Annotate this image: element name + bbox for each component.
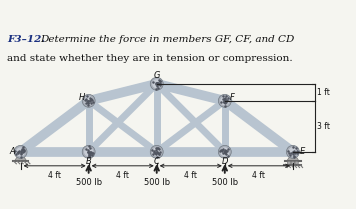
Text: G: G (153, 71, 160, 80)
Text: D: D (221, 157, 228, 166)
Circle shape (150, 145, 163, 158)
Circle shape (218, 94, 231, 107)
Text: 500 lb: 500 lb (212, 178, 238, 187)
Circle shape (82, 145, 95, 158)
Circle shape (85, 148, 93, 156)
Text: 4 ft: 4 ft (116, 171, 129, 180)
Text: F3–12.: F3–12. (7, 36, 45, 45)
Circle shape (289, 148, 297, 156)
Circle shape (153, 80, 161, 88)
Text: 4 ft: 4 ft (48, 171, 61, 180)
Text: Determine the force in members GF, CF, and CD: Determine the force in members GF, CF, a… (40, 36, 294, 45)
Text: A: A (9, 147, 15, 155)
Text: 1 ft: 1 ft (317, 88, 330, 97)
Circle shape (82, 94, 95, 107)
Text: E: E (300, 147, 305, 156)
Text: and state whether they are in tension or compression.: and state whether they are in tension or… (7, 54, 293, 63)
Circle shape (291, 161, 294, 165)
Circle shape (17, 148, 25, 156)
Polygon shape (287, 152, 299, 161)
Circle shape (218, 145, 231, 158)
Circle shape (287, 145, 299, 158)
Circle shape (221, 148, 229, 156)
Circle shape (153, 148, 161, 156)
Circle shape (287, 161, 291, 165)
Text: 4 ft: 4 ft (252, 171, 265, 180)
Text: 4 ft: 4 ft (184, 171, 197, 180)
Text: 500 lb: 500 lb (75, 178, 102, 187)
Text: 3 ft: 3 ft (317, 122, 330, 131)
Circle shape (14, 145, 27, 158)
Text: 500 lb: 500 lb (144, 178, 170, 187)
Text: C: C (154, 157, 159, 166)
Text: H: H (78, 93, 85, 102)
Circle shape (221, 97, 229, 105)
Text: B: B (86, 157, 91, 166)
Circle shape (150, 77, 163, 90)
Text: F: F (230, 93, 235, 102)
Polygon shape (15, 152, 27, 161)
Circle shape (295, 161, 298, 165)
Circle shape (85, 97, 93, 105)
